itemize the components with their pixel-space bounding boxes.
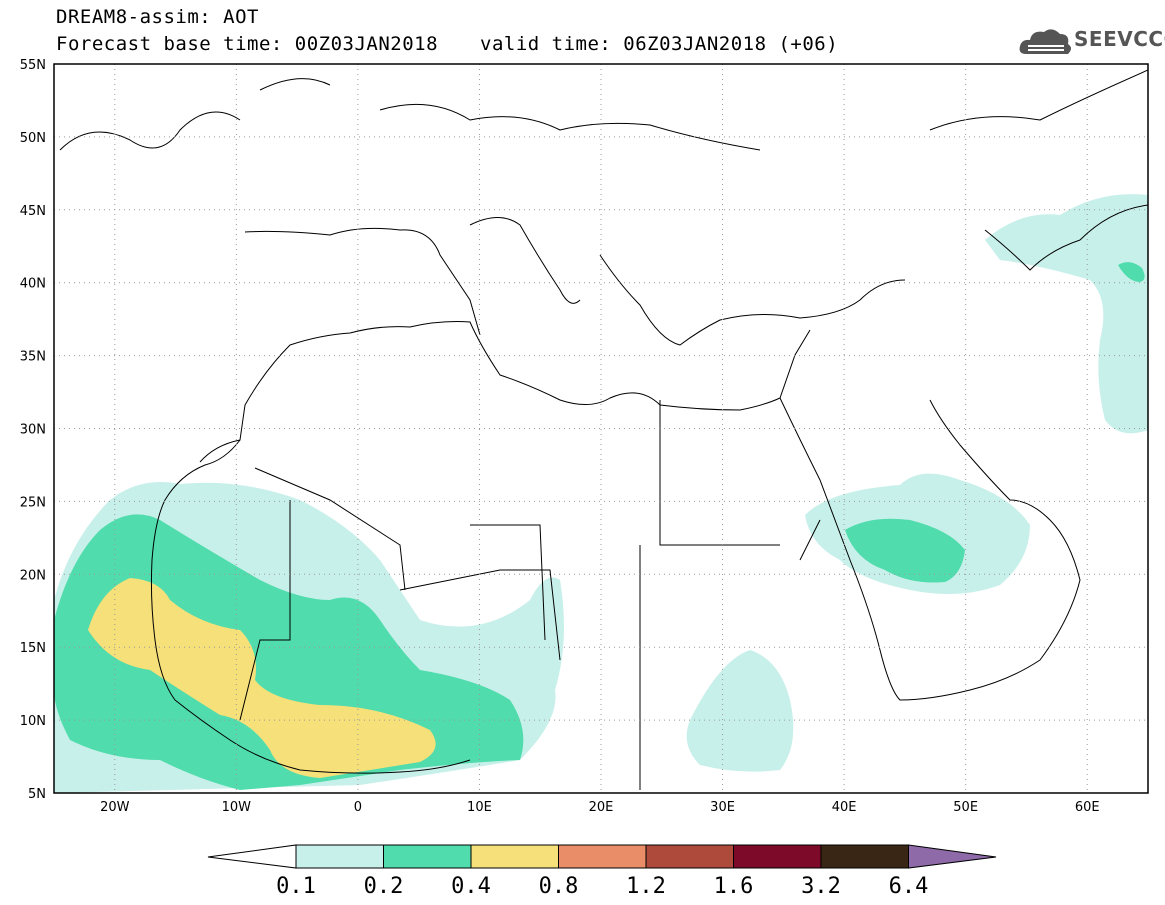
lat-tick-label: 10N [20, 714, 46, 729]
map-frame [53, 63, 1149, 794]
longitude-labels: 20W 10W 0 10E 20E 30E 40E 50E 60E [100, 800, 1100, 815]
aot-shading [54, 194, 1148, 793]
colorbar [207, 844, 997, 869]
lat-tick-label: 40N [20, 277, 46, 292]
aot-region-0.1-iran [985, 194, 1148, 434]
colorbar-tick-label: 0.2 [364, 874, 404, 899]
lat-tick-label: 15N [20, 641, 46, 656]
colorbar-bin-0.2-0.4 [383, 844, 472, 869]
colorbar-low-arrow [207, 844, 297, 869]
title-line-1: DREAM8-assim: AOT [56, 6, 259, 28]
colorbar-tick-label: 1.2 [626, 874, 666, 899]
aot-region-0.2-caspian [1118, 262, 1145, 282]
coastlines [59, 69, 1148, 790]
lon-tick-label: 20E [589, 800, 614, 815]
colorbar-high-arrow [908, 844, 997, 869]
lat-tick-label: 20N [20, 568, 46, 583]
colorbar-tick-label: 0.4 [451, 874, 491, 899]
colorbar-bin-1.2-1.6 [645, 844, 734, 869]
colorbar-bin-0.4-0.8 [470, 844, 559, 869]
aot-region-0.1-sudan [686, 650, 794, 772]
latitude-labels: 55N 50N 45N 40N 35N 30N 25N 20N 15N 10N 5N [20, 58, 46, 802]
lat-tick-label: 5N [28, 787, 46, 802]
lat-tick-label: 25N [20, 495, 46, 510]
colorbar-bin-0.8-1.2 [558, 844, 647, 869]
lon-tick-label: 40E [832, 800, 857, 815]
colorbar-tick-label: 3.2 [801, 874, 841, 899]
colorbar-tick-label: 6.4 [889, 874, 929, 899]
lat-tick-label: 30N [20, 423, 46, 438]
lon-tick-label: 10E [467, 800, 492, 815]
colorbar-bin-1.6-3.2 [733, 844, 822, 869]
lon-tick-label: 20W [100, 800, 130, 815]
valid-time: valid time: 06Z03JAN2018 (+06) [480, 33, 839, 55]
lon-tick-label: 10W [222, 800, 252, 815]
lat-tick-label: 50N [20, 131, 46, 146]
colorbar-tick-label: 0.1 [276, 874, 316, 899]
lat-tick-label: 35N [20, 350, 46, 365]
aot-region-0.2-arabia [845, 518, 965, 583]
lon-tick-label: 30E [710, 800, 735, 815]
colorbar-labels: 0.1 0.2 0.4 0.8 1.2 1.6 3.2 6.4 [276, 874, 928, 899]
colorbar-tick-label: 0.8 [539, 874, 579, 899]
colorbar-tick-label: 1.6 [714, 874, 754, 899]
colorbar-bin-3.2-6.4 [820, 844, 909, 869]
lat-tick-label: 45N [20, 204, 46, 219]
lon-tick-label: 0 [354, 800, 362, 815]
aot-region-0.4-sahel [88, 578, 436, 778]
lon-tick-label: 60E [1075, 800, 1100, 815]
forecast-base-time: Forecast base time: 00Z03JAN2018 [56, 33, 439, 55]
cloud-icon [1019, 29, 1071, 54]
seevccc-logo: SEEVCCC [1074, 27, 1165, 51]
lon-tick-label: 50E [953, 800, 978, 815]
colorbar-bin-0.1-0.2 [295, 844, 384, 869]
lat-tick-label: 55N [20, 58, 46, 73]
